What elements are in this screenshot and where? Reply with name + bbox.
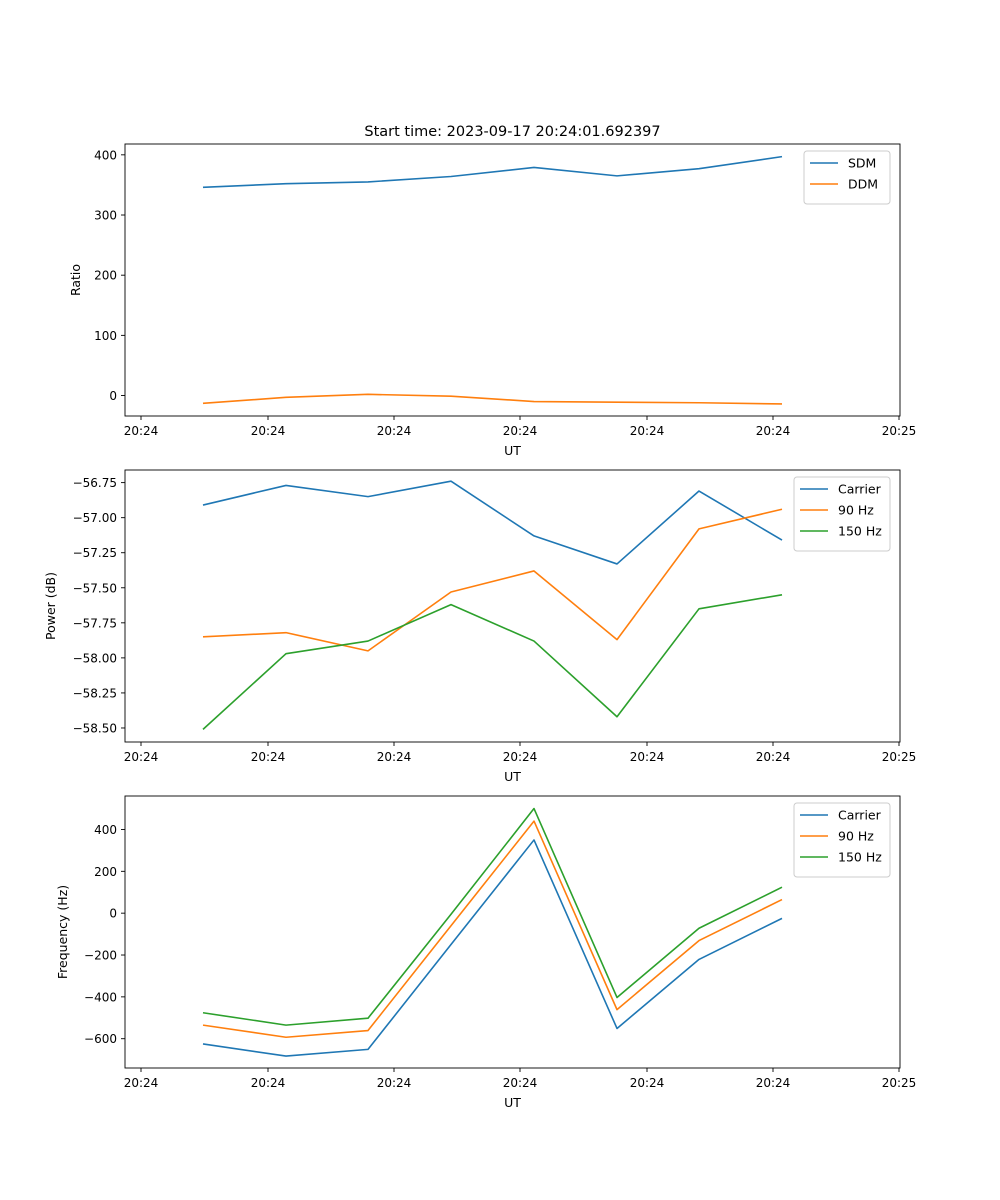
chart-panel-0: Start time: 2023-09-17 20:24:01.692397 20… xyxy=(68,124,916,458)
legend-box xyxy=(793,802,891,878)
y-tick-label: −58.50 xyxy=(73,721,117,735)
series-line-carrier xyxy=(202,480,783,565)
x-tick-label: 20:24 xyxy=(251,1076,286,1090)
x-tick-label: 20:25 xyxy=(882,1076,917,1090)
legend-label: Carrier xyxy=(838,808,882,823)
chart-panel-2: 20:24 20:24 20:24 20:24 20:24 20:24 20:25 UT −60… xyxy=(55,795,917,1110)
series-line-150-hz xyxy=(202,807,783,1026)
y-tick-label: 300 xyxy=(94,209,117,223)
x-tick-label: 20:24 xyxy=(124,750,159,764)
y-tick-label: −57.25 xyxy=(73,546,117,560)
y-tick-label: −56.75 xyxy=(73,476,117,490)
series-line-90-hz xyxy=(202,508,783,652)
x-tick-label: 20:24 xyxy=(630,424,665,438)
series-line-ddm xyxy=(202,393,783,405)
legend-label: 90 Hz xyxy=(838,829,874,844)
y-tick-label: −600 xyxy=(84,1032,117,1046)
x-axis-label: UT xyxy=(504,443,521,458)
legend-label: DDM xyxy=(848,177,878,192)
axes-frame xyxy=(124,795,901,1069)
x-tick-label: 20:24 xyxy=(377,424,412,438)
legend-label: 150 Hz xyxy=(838,524,882,539)
x-tick-label: 20:24 xyxy=(377,1076,412,1090)
y-axis-label: Frequency (Hz) xyxy=(55,885,70,979)
legend-label: SDM xyxy=(848,156,876,171)
x-axis-label: UT xyxy=(504,769,521,784)
x-tick-label: 20:24 xyxy=(251,424,286,438)
y-tick-label: 0 xyxy=(109,389,117,403)
x-tick-label: 20:24 xyxy=(630,750,665,764)
y-tick-label: 400 xyxy=(94,823,117,837)
y-axis-label: Ratio xyxy=(68,264,83,296)
series-line-carrier xyxy=(202,839,783,1057)
x-axis-label: UT xyxy=(504,1095,521,1110)
legend-label: Carrier xyxy=(838,482,882,497)
legend: SDM DDM xyxy=(803,150,891,205)
series-line-150-hz xyxy=(202,593,783,730)
x-tick-label: 20:24 xyxy=(503,750,538,764)
y-tick-label: 0 xyxy=(109,907,117,921)
y-tick-label: 200 xyxy=(94,269,117,283)
legend-label: 90 Hz xyxy=(838,503,874,518)
y-tick-label: 200 xyxy=(94,865,117,879)
chart-title: Start time: 2023-09-17 20:24:01.692397 xyxy=(364,124,660,140)
y-tick-label: −58.25 xyxy=(73,686,117,700)
y-tick-label: −400 xyxy=(84,990,117,1004)
legend-box xyxy=(803,150,891,205)
series-line-sdm xyxy=(202,155,783,189)
x-tick-label: 20:25 xyxy=(882,424,917,438)
legend-box xyxy=(793,476,891,552)
x-tick-label: 20:24 xyxy=(630,1076,665,1090)
x-tick-label: 20:24 xyxy=(503,1076,538,1090)
x-tick-label: 20:24 xyxy=(756,1076,791,1090)
series-line-90-hz xyxy=(202,820,783,1039)
y-tick-label: 100 xyxy=(94,329,117,343)
y-tick-label: −57.50 xyxy=(73,581,117,595)
x-tick-label: 20:24 xyxy=(251,750,286,764)
y-tick-label: 400 xyxy=(94,148,117,162)
x-tick-label: 20:24 xyxy=(124,1076,159,1090)
axes-frame xyxy=(124,469,901,743)
y-tick-label: −57.00 xyxy=(73,511,117,525)
chart-panel-1: 20:24 20:24 20:24 20:24 20:24 20:24 20:25 UT −58… xyxy=(43,469,917,784)
x-tick-label: 20:24 xyxy=(756,750,791,764)
x-tick-label: 20:24 xyxy=(756,424,791,438)
x-tick-label: 20:24 xyxy=(124,424,159,438)
y-tick-label: −57.75 xyxy=(73,616,117,630)
x-tick-label: 20:24 xyxy=(503,424,538,438)
y-tick-label: −200 xyxy=(84,949,117,963)
y-axis-label: Power (dB) xyxy=(43,572,58,640)
legend-label: 150 Hz xyxy=(838,850,882,865)
legend: Carrier 90 Hz 150 Hz xyxy=(793,476,891,552)
axes-frame xyxy=(124,143,901,417)
y-tick-label: −58.00 xyxy=(73,651,117,665)
legend: Carrier 90 Hz 150 Hz xyxy=(793,802,891,878)
x-tick-label: 20:24 xyxy=(377,750,412,764)
x-tick-label: 20:25 xyxy=(882,750,917,764)
